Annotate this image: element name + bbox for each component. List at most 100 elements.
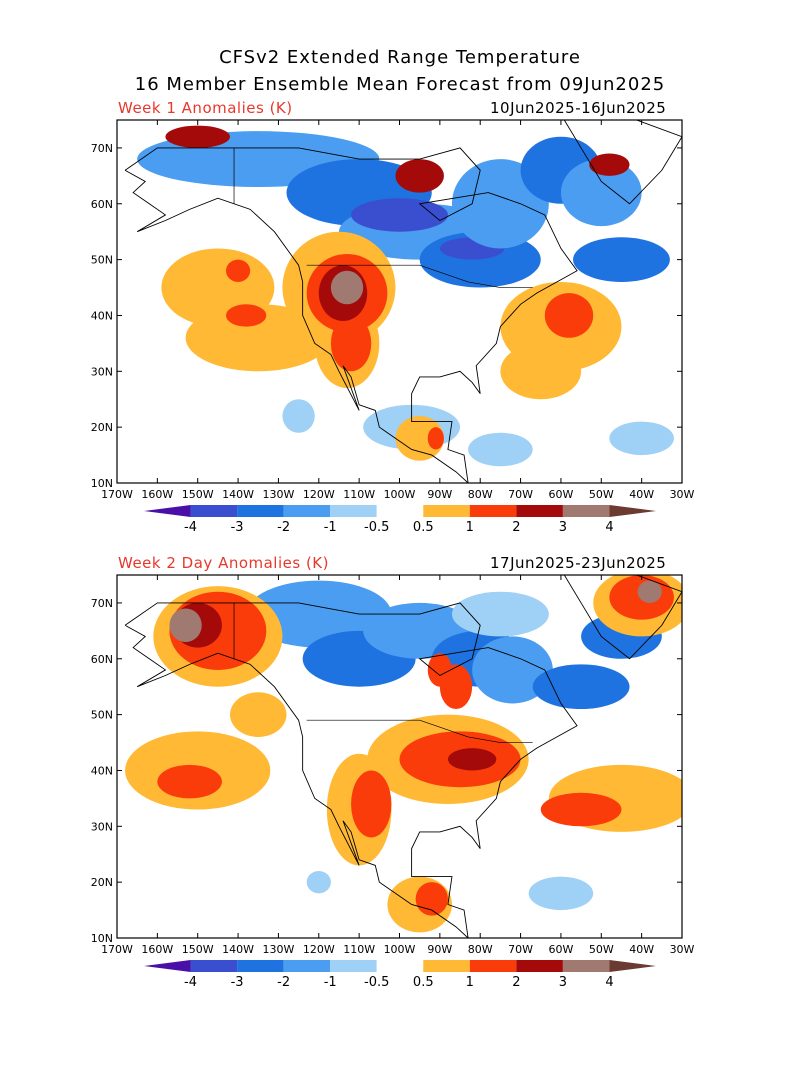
anomaly-blob: [472, 636, 553, 704]
lon-label: 160W: [141, 943, 173, 956]
anomaly-blob: [427, 653, 452, 687]
greenland-outline: [563, 120, 682, 205]
colorbar-label: -1: [324, 520, 337, 535]
anomaly-blob: [451, 591, 549, 637]
lon-label: 80W: [468, 943, 493, 956]
lon-label: 120W: [303, 488, 335, 501]
lon-label: 120W: [303, 943, 335, 956]
border-line: [306, 719, 533, 743]
lat-label: 20N: [91, 421, 113, 434]
colorbar-label: -3: [231, 520, 244, 535]
colorbar-swatch: [237, 960, 284, 972]
anomaly-blob: [246, 580, 392, 648]
lat-label: 50N: [91, 709, 113, 722]
colorbar-swatch: [376, 960, 424, 972]
lat-label: 20N: [91, 876, 113, 889]
anomaly-blob: [330, 270, 364, 305]
lon-label: 170W: [101, 943, 133, 956]
lat-label: 70N: [91, 142, 113, 155]
lat-label: 60N: [91, 653, 113, 666]
anomaly-blob: [306, 870, 331, 894]
panel1-dates: 10Jun2025-16Jun2025: [490, 99, 667, 117]
lon-label: 160W: [141, 488, 173, 501]
colorbar-label: 1: [466, 975, 474, 990]
greenland-outline: [563, 575, 682, 660]
lon-label: 100W: [384, 488, 416, 501]
colorbar-swatch: [516, 960, 563, 972]
lon-label: 30W: [670, 488, 695, 501]
lon-label: 100W: [384, 943, 416, 956]
anomaly-blob: [395, 159, 444, 193]
colorbar-label: 4: [605, 975, 613, 990]
colorbar-label: -0.5: [364, 975, 389, 990]
anomaly-blob: [637, 580, 662, 603]
chart-title-line2: 16 Member Ensemble Mean Forecast from 09…: [134, 74, 666, 95]
colorbar-swatch: [562, 960, 610, 972]
colorbar-swatch: [330, 505, 377, 517]
anomaly-blob: [157, 764, 222, 799]
lon-label: 80W: [468, 488, 493, 501]
coastline: [124, 602, 578, 938]
anomaly-blob: [169, 608, 202, 643]
anomaly-blob: [560, 159, 642, 227]
coastline: [124, 147, 578, 483]
colorbar-swatch: [237, 505, 284, 517]
colorbar-swatch: [469, 505, 517, 517]
lat-label: 40N: [91, 764, 113, 777]
anomaly-blob: [532, 664, 630, 710]
lon-label: 60W: [548, 943, 573, 956]
anomaly-blob: [573, 237, 670, 282]
colorbar-swatch: [283, 505, 331, 517]
anomaly-blob: [589, 153, 630, 176]
anomaly-blob: [427, 427, 444, 450]
anomaly-blob: [415, 882, 448, 916]
lat-label: 70N: [91, 597, 113, 610]
anomaly-blob: [468, 432, 533, 467]
colorbar-swatch: [516, 505, 563, 517]
anomaly-blob: [165, 125, 230, 148]
lon-label: 150W: [182, 943, 214, 956]
anomaly-blob: [230, 692, 287, 737]
lon-label: 50W: [589, 488, 614, 501]
lat-label: 10N: [91, 477, 113, 490]
colorbar-swatch: [562, 505, 610, 517]
colorbar-swatch: [283, 960, 331, 972]
colorbar-swatch: [423, 505, 470, 517]
colorbar-label: 1: [466, 520, 474, 535]
lat-label: 30N: [91, 365, 113, 378]
colorbar-arrow-left: [144, 960, 191, 972]
lat-label: 60N: [91, 198, 113, 211]
anomaly-blob: [528, 876, 594, 911]
anomaly-blob: [351, 770, 392, 838]
anomaly-blob: [225, 259, 251, 282]
colorbar-label: -1: [324, 975, 337, 990]
colorbar-swatch: [423, 960, 470, 972]
lat-label: 40N: [91, 309, 113, 322]
anomaly-blob: [500, 343, 582, 400]
colorbar-label: 3: [559, 520, 567, 535]
anomaly-blob: [447, 748, 497, 771]
lon-label: 110W: [343, 943, 375, 956]
colorbar-swatch: [330, 960, 377, 972]
panel1-label: Week 1 Anomalies (K): [118, 99, 293, 117]
lon-label: 90W: [427, 943, 452, 956]
anomaly-blob: [540, 792, 622, 827]
lon-label: 90W: [427, 488, 452, 501]
lon-label: 30W: [670, 943, 695, 956]
lon-label: 130W: [262, 488, 294, 501]
lat-label: 50N: [91, 254, 113, 267]
anomaly-blob: [544, 293, 594, 338]
panel2-label: Week 2 Day Anomalies (K): [118, 554, 329, 572]
colorbar-arrow-left: [144, 505, 191, 517]
colorbar-swatch: [376, 505, 424, 517]
colorbar-label: 2: [512, 975, 520, 990]
lon-label: 70W: [508, 943, 533, 956]
colorbar-arrow-right: [609, 505, 656, 517]
anomaly-blob: [225, 304, 267, 327]
panel2-dates: 17Jun2025-23Jun2025: [490, 554, 667, 572]
colorbar-label: 2: [512, 520, 520, 535]
colorbar-label: 3: [559, 975, 567, 990]
colorbar-label: -2: [277, 975, 290, 990]
colorbar-label: -3: [231, 975, 244, 990]
